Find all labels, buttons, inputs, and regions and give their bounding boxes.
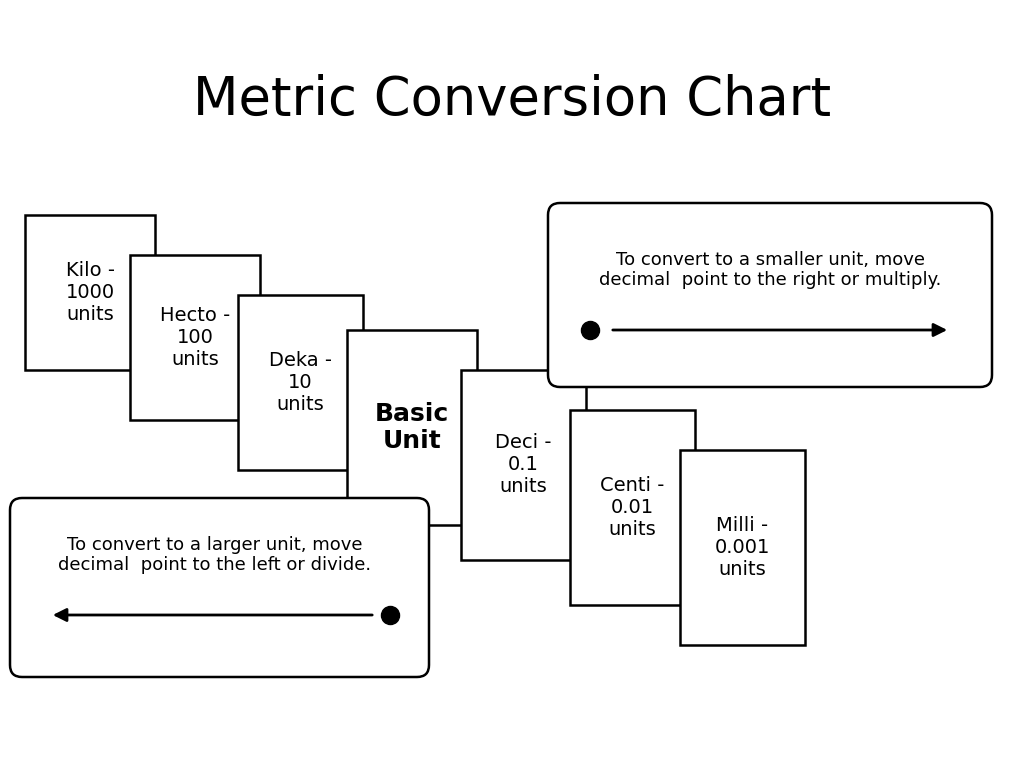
FancyBboxPatch shape — [25, 215, 155, 370]
Text: Deka -
10
units: Deka - 10 units — [269, 351, 332, 414]
Text: Basic
Unit: Basic Unit — [375, 402, 450, 453]
Text: Hecto -
100
units: Hecto - 100 units — [160, 306, 230, 369]
Text: Metric Conversion Chart: Metric Conversion Chart — [193, 74, 831, 126]
FancyBboxPatch shape — [548, 203, 992, 387]
FancyBboxPatch shape — [680, 450, 805, 645]
FancyBboxPatch shape — [10, 498, 429, 677]
Text: Deci -
0.1
units: Deci - 0.1 units — [496, 433, 552, 496]
FancyBboxPatch shape — [130, 255, 260, 420]
Text: Kilo -
1000
units: Kilo - 1000 units — [66, 261, 115, 324]
Text: Centi -
0.01
units: Centi - 0.01 units — [600, 476, 665, 539]
FancyBboxPatch shape — [347, 330, 477, 525]
FancyBboxPatch shape — [570, 410, 695, 605]
Text: Milli -
0.001
units: Milli - 0.001 units — [715, 516, 770, 579]
FancyBboxPatch shape — [238, 295, 362, 470]
FancyBboxPatch shape — [461, 370, 586, 560]
Text: To convert to a larger unit, move
decimal  point to the left or divide.: To convert to a larger unit, move decima… — [58, 535, 372, 574]
Text: To convert to a smaller unit, move
decimal  point to the right or multiply.: To convert to a smaller unit, move decim… — [599, 250, 941, 290]
